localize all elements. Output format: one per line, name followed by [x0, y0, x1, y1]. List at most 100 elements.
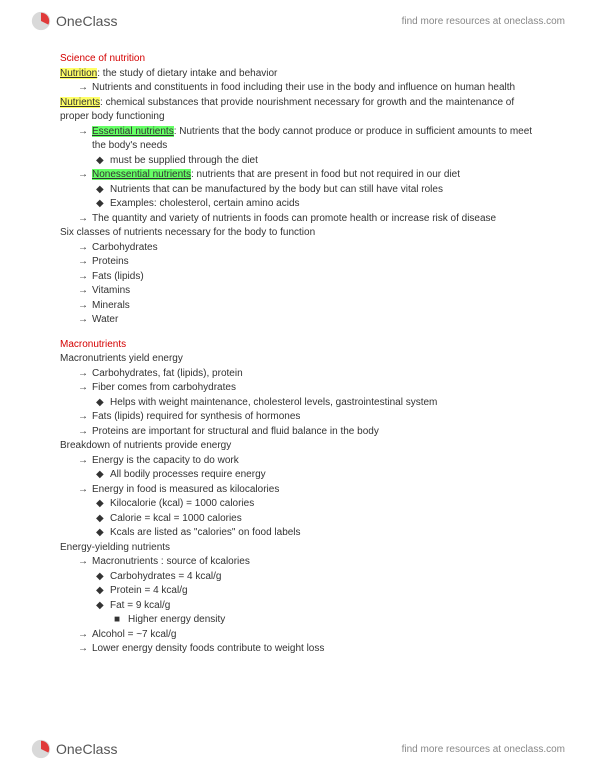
line-bodily-energy: ◆All bodily processes require energy	[60, 468, 535, 483]
diamond-icon: ◆	[96, 154, 110, 169]
line-nutrients-use: → Nutrients and constituents in food inc…	[60, 81, 535, 96]
diamond-icon: ◆	[96, 197, 110, 212]
energy-yielding-text: Energy-yielding nutrients	[60, 541, 535, 556]
line-food-labels: ◆Kcals are listed as "calories" on food …	[60, 526, 535, 541]
arrow-icon: →	[78, 483, 92, 498]
list-item: →Proteins	[60, 255, 535, 270]
line-higher-density: ■Higher energy density	[60, 613, 535, 628]
list-item: →Minerals	[60, 299, 535, 314]
fiber-text: Fiber comes from carbohydrates	[92, 381, 535, 396]
kcal-def-text: Kilocalorie (kcal) = 1000 calories	[110, 497, 535, 512]
line-macro-yield: Macronutrients yield energy	[60, 352, 535, 367]
nutrients-use-text: Nutrients and constituents in food inclu…	[92, 81, 535, 96]
arrow-icon: →	[78, 555, 92, 570]
arrow-icon: →	[78, 367, 92, 382]
fat-kcal-text: Fat = 9 kcal/g	[110, 599, 535, 614]
arrow-icon: →	[78, 381, 92, 396]
nutrient-class: Vitamins	[92, 284, 535, 299]
arrow-icon: →	[78, 241, 92, 256]
logo-text: OneClass	[56, 13, 117, 29]
arrow-icon: →	[78, 425, 92, 440]
footer-logo: OneClass	[30, 738, 117, 760]
examples-text: Examples: cholesterol, certain amino aci…	[110, 197, 535, 212]
nutrient-class: Water	[92, 313, 535, 328]
quantity-variety-text: The quantity and variety of nutrients in…	[92, 212, 535, 227]
nutrient-class: Minerals	[92, 299, 535, 314]
line-nutrition-def: Nutrition: the study of dietary intake a…	[60, 67, 535, 82]
list-item: →Water	[60, 313, 535, 328]
arrow-icon: →	[78, 284, 92, 299]
line-calorie-def: ◆Calorie = kcal = 1000 calories	[60, 512, 535, 527]
diamond-icon: ◆	[96, 570, 110, 585]
line-protein-kcal: ◆Protein = 4 kcal/g	[60, 584, 535, 599]
list-item: →Vitamins	[60, 284, 535, 299]
alcohol-kcal-text: Alcohol = ~7 kcal/g	[92, 628, 535, 643]
hl-essential: Essential nutrients	[92, 126, 174, 137]
arrow-icon: →	[78, 125, 92, 140]
nutrient-class: Proteins	[92, 255, 535, 270]
line-fiber-helps: ◆Helps with weight maintenance, choleste…	[60, 396, 535, 411]
nutrients-def-text: : chemical substances that provide nouri…	[60, 97, 514, 123]
macro-source-text: Macronutrients : source of kcalories	[92, 555, 535, 570]
protein-kcal-text: Protein = 4 kcal/g	[110, 584, 535, 599]
nutrition-def-text: : the study of dietary intake and behavi…	[97, 68, 277, 79]
arrow-icon: →	[78, 628, 92, 643]
line-nutrients-def: Nutrients: chemical substances that prov…	[60, 96, 535, 125]
section-heading-2: Macronutrients	[60, 338, 535, 353]
diamond-icon: ◆	[96, 468, 110, 483]
nutrient-class: Carbohydrates	[92, 241, 535, 256]
line-essential: → Essential nutrients: Nutrients that th…	[60, 125, 535, 154]
arrow-icon: →	[78, 255, 92, 270]
nutrient-class: Fats (lipids)	[92, 270, 535, 285]
supplied-diet-text: must be supplied through the diet	[110, 154, 535, 169]
breakdown-text: Breakdown of nutrients provide energy	[60, 439, 535, 454]
arrow-icon: →	[78, 642, 92, 657]
line-nonessential: → Nonessential nutrients: nutrients that…	[60, 168, 535, 183]
header-tagline[interactable]: find more resources at oneclass.com	[402, 16, 565, 27]
arrow-icon: →	[78, 270, 92, 285]
diamond-icon: ◆	[96, 396, 110, 411]
footer-tagline[interactable]: find more resources at oneclass.com	[402, 744, 565, 755]
diamond-icon: ◆	[96, 183, 110, 198]
line-energy-kcal: →Energy in food is measured as kilocalor…	[60, 483, 535, 498]
line-lower-density: →Lower energy density foods contribute t…	[60, 642, 535, 657]
diamond-icon: ◆	[96, 584, 110, 599]
arrow-icon: →	[78, 313, 92, 328]
line-kcal-def: ◆Kilocalorie (kcal) = 1000 calories	[60, 497, 535, 512]
line-macro-source: →Macronutrients : source of kcalories	[60, 555, 535, 570]
bodily-energy-text: All bodily processes require energy	[110, 468, 535, 483]
fiber-helps-text: Helps with weight maintenance, cholester…	[110, 396, 535, 411]
food-labels-text: Kcals are listed as "calories" on food l…	[110, 526, 535, 541]
logo: OneClass	[30, 10, 117, 32]
energy-capacity-text: Energy is the capacity to do work	[92, 454, 535, 469]
logo-icon	[30, 738, 52, 760]
logo-icon	[30, 10, 52, 32]
arrow-icon: →	[78, 168, 92, 183]
energy-kcal-text: Energy in food is measured as kilocalori…	[92, 483, 535, 498]
line-carb-kcal: ◆Carbohydrates = 4 kcal/g	[60, 570, 535, 585]
hl-nonessential: Nonessential nutrients	[92, 169, 191, 180]
calorie-def-text: Calorie = kcal = 1000 calories	[110, 512, 535, 527]
list-item: →Carbohydrates	[60, 241, 535, 256]
hl-nutrition: Nutrition	[60, 68, 97, 79]
line-energy-capacity: →Energy is the capacity to do work	[60, 454, 535, 469]
diamond-icon: ◆	[96, 512, 110, 527]
manufactured-text: Nutrients that can be manufactured by th…	[110, 183, 535, 198]
six-classes-text: Six classes of nutrients necessary for t…	[60, 226, 535, 241]
arrow-icon: →	[78, 410, 92, 425]
line-quantity-variety: → The quantity and variety of nutrients …	[60, 212, 535, 227]
line-fats-hormones: →Fats (lipids) required for synthesis of…	[60, 410, 535, 425]
fats-hormones-text: Fats (lipids) required for synthesis of …	[92, 410, 535, 425]
hl-nutrients: Nutrients	[60, 97, 100, 108]
page-footer: OneClass find more resources at oneclass…	[0, 728, 595, 770]
line-fat-kcal: ◆Fat = 9 kcal/g	[60, 599, 535, 614]
line-cfp: →Carbohydrates, fat (lipids), protein	[60, 367, 535, 382]
square-icon: ■	[114, 613, 128, 628]
arrow-icon: →	[78, 212, 92, 227]
document-body: Science of nutrition Nutrition: the stud…	[0, 42, 595, 677]
section-heading-1: Science of nutrition	[60, 52, 535, 67]
proteins-struct-text: Proteins are important for structural an…	[92, 425, 535, 440]
arrow-icon: →	[78, 299, 92, 314]
line-supplied-diet: ◆ must be supplied through the diet	[60, 154, 535, 169]
nonessential-text: : nutrients that are present in food but…	[191, 169, 460, 180]
